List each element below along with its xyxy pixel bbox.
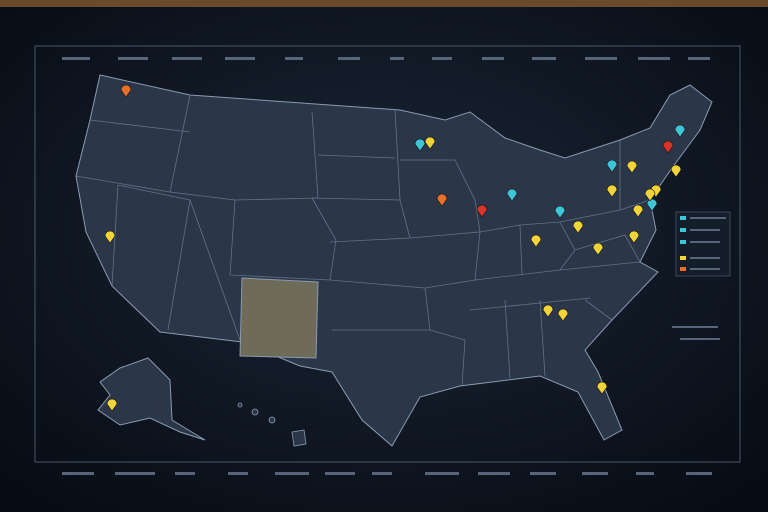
map-pin[interactable] [476, 204, 488, 218]
map-pin[interactable] [644, 188, 656, 202]
map-pin[interactable] [662, 140, 674, 154]
map-pin[interactable] [674, 124, 686, 138]
map-pin[interactable] [646, 198, 658, 212]
map-pin[interactable] [606, 184, 618, 198]
header-placeholders [62, 57, 710, 60]
map-pin[interactable] [557, 308, 569, 322]
map-pin[interactable] [632, 204, 644, 218]
map-pin[interactable] [596, 381, 608, 395]
map-pin[interactable] [592, 242, 604, 256]
hawaii [237, 402, 307, 447]
panel-frame [34, 45, 741, 463]
legend [672, 211, 731, 340]
map-pin[interactable] [542, 304, 554, 318]
map-pin[interactable] [120, 84, 132, 98]
map-pin[interactable] [606, 159, 618, 173]
map-pin[interactable] [530, 234, 542, 248]
map-pin[interactable] [506, 188, 518, 202]
map-pin[interactable] [554, 205, 566, 219]
top-edge [0, 0, 768, 7]
map-pin[interactable] [670, 164, 682, 178]
map-pin[interactable] [106, 398, 118, 412]
map-pin[interactable] [650, 184, 662, 198]
pins [104, 84, 686, 412]
map-pin[interactable] [572, 220, 584, 234]
map-pin[interactable] [414, 138, 426, 152]
map-pin[interactable] [628, 230, 640, 244]
alaska [97, 357, 206, 441]
map-pin[interactable] [436, 193, 448, 207]
map-pin[interactable] [104, 230, 116, 244]
footer-placeholders [62, 472, 712, 475]
map-pin[interactable] [424, 136, 436, 150]
map-pin[interactable] [626, 160, 638, 174]
highlighted-state [239, 277, 319, 359]
state-borders [75, 94, 651, 387]
